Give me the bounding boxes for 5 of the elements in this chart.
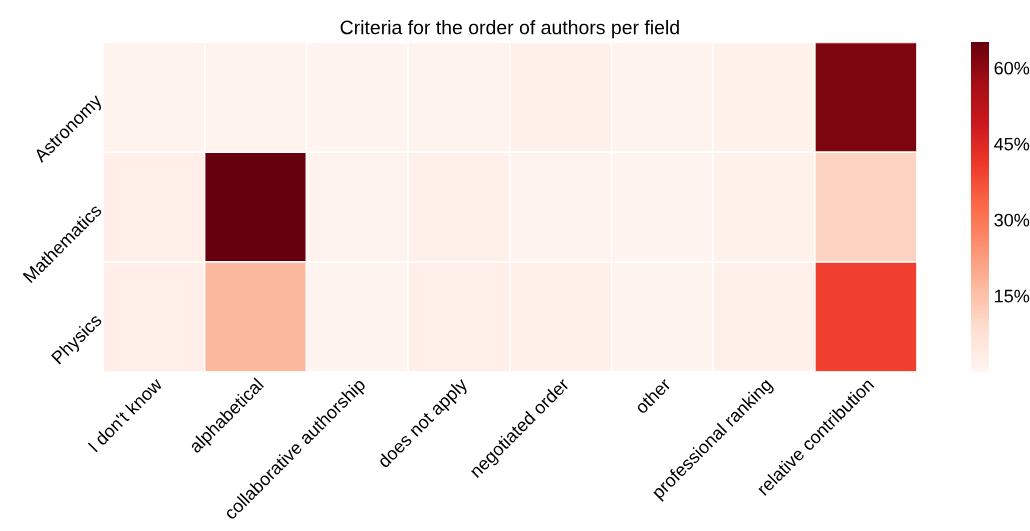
- color-bar-label: 45%: [994, 137, 1030, 151]
- chart-title: Criteria for the order of authors per field: [340, 20, 679, 39]
- color-bar-label: 30%: [994, 213, 1030, 227]
- color-bar-label: 15%: [995, 289, 1030, 303]
- color-bar-label: 60%: [994, 61, 1030, 75]
